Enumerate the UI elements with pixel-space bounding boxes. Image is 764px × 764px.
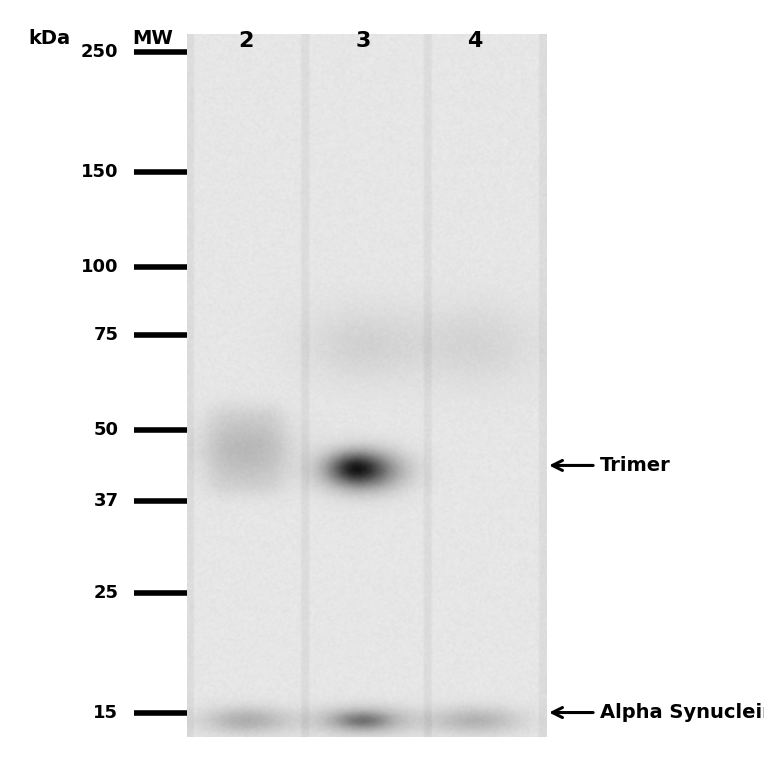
Text: 75: 75 xyxy=(93,326,118,344)
Text: 100: 100 xyxy=(81,258,118,277)
Text: kDa: kDa xyxy=(28,29,71,48)
Text: 50: 50 xyxy=(93,421,118,439)
Text: 2: 2 xyxy=(238,31,254,51)
Text: 3: 3 xyxy=(355,31,371,51)
Text: 15: 15 xyxy=(93,704,118,721)
Text: Alpha Synuclein: Alpha Synuclein xyxy=(600,703,764,722)
Text: Trimer: Trimer xyxy=(600,456,671,475)
Text: MW: MW xyxy=(132,29,173,48)
Text: 250: 250 xyxy=(81,44,118,61)
Text: 150: 150 xyxy=(81,163,118,181)
Text: 25: 25 xyxy=(93,584,118,602)
Text: 4: 4 xyxy=(467,31,482,51)
Text: 37: 37 xyxy=(93,492,118,510)
